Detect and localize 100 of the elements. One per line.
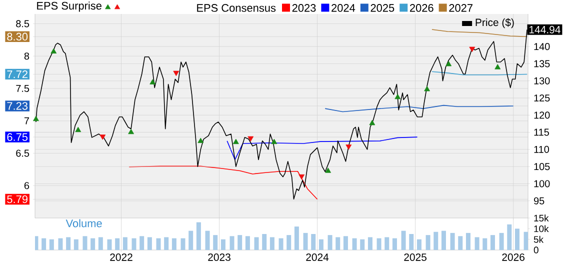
bar [107,239,112,250]
y2-tick-label: 110 [534,146,550,153]
bar [254,237,259,250]
bar [303,232,308,250]
bar [66,237,71,250]
y-tick-label: 8 [24,52,30,60]
y-tick-label: 7.23 [7,102,28,110]
legend-title: EPS Consensus [197,4,276,12]
bar [360,239,365,250]
legend-label: 2024 [332,4,356,12]
bar [441,230,446,250]
bar [450,232,455,250]
bar [58,238,63,250]
bar [416,239,422,250]
point [198,138,204,143]
bar [122,237,128,250]
bar [466,232,470,250]
point [424,86,430,92]
bar [343,236,348,250]
bar [294,226,299,250]
x-tick-label: 2025 [404,254,426,261]
bar [132,238,136,250]
bar [328,235,332,250]
bar [262,234,267,250]
y-tick-label: 8.5 [16,20,30,28]
bar [368,237,372,250]
y-tick-label: 6 [24,182,30,190]
point [494,64,501,70]
bar [230,236,234,250]
y-tick-label: 0 [534,246,538,254]
bar [205,230,210,250]
x-tick-label: 2022 [110,254,132,261]
legend-label: 2027 [449,4,472,12]
x-tick-label: 2026 [502,254,524,261]
point [75,126,82,132]
y2-tick-label: 135 [534,60,550,68]
bar [74,239,78,250]
bar [98,237,103,250]
y-tick-label: 6.75 [7,133,28,141]
bar [392,238,397,250]
bar [196,222,201,250]
point [446,61,452,66]
y-tick-label: 10k [534,225,549,232]
point [325,168,332,173]
y2-tick-label: 125 [534,94,550,102]
y2-tick-label: 130 [534,77,550,84]
bar [140,236,144,250]
y2-tick-label: 95 [534,197,544,204]
x-tick-label: 2023 [208,254,230,261]
bar [384,237,390,250]
y-tick-label: 6.5 [16,150,30,157]
bar [49,239,54,250]
bar [115,238,120,250]
bar [278,238,284,250]
bar [376,238,382,250]
y2-tick-label: 140 [534,43,550,50]
legend-label: 2026 [410,4,434,12]
bar [172,238,176,250]
legend-label: 2023 [292,4,316,12]
point [346,144,352,150]
bar [180,238,186,250]
bar [352,238,357,250]
bar [270,237,274,250]
legend-label: 2025 [370,4,394,12]
bar [401,230,406,250]
bar [499,232,504,250]
bar [156,238,161,250]
y2-tick-label: 105 [534,163,550,170]
point [298,174,305,180]
point [232,138,239,144]
bar [482,238,488,250]
bar [318,239,324,250]
bar [35,236,38,250]
bar [220,239,226,250]
y2-tick-label: 115 [534,128,549,136]
bar [238,235,242,250]
point [150,79,156,84]
bar [286,235,292,250]
point [128,128,134,134]
y2-tick-label: 120 [534,112,550,119]
bar [514,228,520,250]
bar [90,238,96,250]
point [100,134,106,140]
y-tick-label: 7.72 [7,70,28,78]
point [50,48,57,54]
line-series [324,104,514,112]
y2-tick-label: 100 [534,180,550,188]
bar [42,238,46,250]
legend-label: Price ($) [476,18,514,28]
text: EPS Surprise [37,2,102,12]
y-tick-label: 7.5 [16,84,30,92]
bar [426,235,430,250]
y-tick-label: 15k [534,214,549,222]
point [33,116,39,122]
y-tick-label: 7 [24,117,29,124]
bar [188,230,194,250]
bar [82,236,88,250]
data-label: 144.94 [530,26,560,34]
bar [458,236,463,250]
bar [336,237,340,250]
